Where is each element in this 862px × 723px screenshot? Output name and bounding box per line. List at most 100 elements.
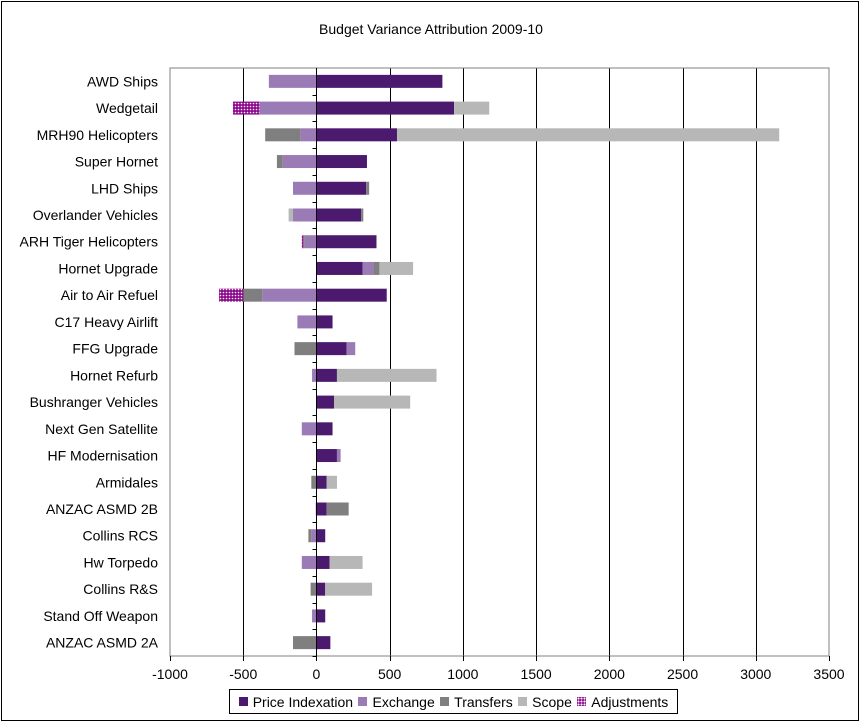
bar-2-15 (311, 475, 317, 489)
category-label-13: Next Gen Satellite (45, 421, 158, 437)
legend-label-3: Scope (532, 693, 572, 710)
category-label-20: Stand Off Weapon (43, 608, 158, 624)
legend-label-1: Exchange (372, 693, 435, 710)
bar-0-12 (316, 395, 335, 409)
legend-item-3: Scope (518, 694, 572, 710)
category-label-8: Air to Air Refuel (61, 287, 158, 303)
bar-1-1 (259, 101, 317, 115)
bar-1-6 (304, 235, 317, 249)
bar-1-2 (300, 128, 317, 142)
bar-2-19 (310, 582, 317, 596)
x-tick-label-1: -500 (229, 666, 257, 682)
category-label-0: AWD Ships (87, 73, 158, 89)
bar-2-8 (243, 288, 263, 302)
chart-title: Budget Variance Attribution 2009-10 (319, 21, 543, 37)
bar-3-11 (336, 368, 437, 382)
legend-item-0: Price Indexation (238, 693, 354, 710)
category-label-9: C17 Heavy Airlift (55, 314, 159, 330)
bar-3-18 (329, 555, 363, 569)
category-label-15: Armidales (96, 474, 158, 490)
x-tick-label-6: 2000 (594, 666, 625, 682)
bar-0-10 (316, 342, 347, 356)
bar-0-6 (316, 235, 377, 249)
category-label-5: Overlander Vehicles (33, 207, 158, 223)
bar-3-12 (334, 395, 411, 409)
x-tick-label-8: 3000 (740, 666, 771, 682)
legend-label-4: Adjustments (591, 693, 669, 710)
category-label-11: Hornet Refurb (70, 367, 158, 383)
bar-0-7 (316, 261, 363, 275)
bar-1-8 (262, 288, 317, 302)
bar-1-4 (293, 181, 317, 195)
bar-1-5 (293, 208, 317, 222)
bar-0-5 (316, 208, 362, 222)
category-label-1: Wedgetail (96, 100, 158, 116)
category-label-10: FFG Upgrade (72, 341, 158, 357)
bar-2-3 (276, 155, 283, 169)
x-tick-label-9: 3500 (813, 666, 844, 682)
x-tick-label-2: 0 (313, 666, 321, 682)
category-label-3: Super Hornet (75, 154, 158, 170)
bars (219, 74, 780, 650)
bar-1-0 (268, 74, 317, 88)
bar-0-19 (316, 582, 326, 596)
category-label-21: ANZAC ASMD 2A (46, 635, 159, 651)
legend-label-0: Price Indexation (252, 693, 354, 710)
bar-2-5 (361, 208, 364, 222)
legend-swatch-3 (518, 697, 528, 706)
bar-2-16 (326, 502, 349, 516)
category-label-19: Collins R&S (83, 581, 158, 597)
bar-1-20 (312, 609, 317, 623)
bar-0-14 (316, 449, 337, 463)
bar-0-2 (316, 128, 397, 142)
bar-0-21 (316, 636, 331, 650)
bar-3-15 (326, 475, 337, 489)
bar-0-11 (316, 368, 337, 382)
bar-2-4 (366, 181, 370, 195)
bar-0-15 (316, 475, 327, 489)
bar-0-1 (316, 101, 455, 115)
bar-4-1 (232, 101, 260, 115)
x-tick-label-5: 1500 (521, 666, 552, 682)
bar-3-2 (396, 128, 780, 142)
legend-swatch-1 (358, 697, 368, 706)
bar-1-14 (336, 449, 341, 463)
bar-1-11 (312, 368, 317, 382)
legend-swatch-4 (577, 697, 587, 706)
bar-1-9 (297, 315, 317, 329)
category-label-16: ANZAC ASMD 2B (46, 501, 158, 517)
category-label-12: Bushranger Vehicles (30, 394, 158, 410)
bar-2-6 (303, 235, 305, 249)
bar-0-4 (316, 181, 367, 195)
legend-item-1: Exchange (358, 693, 435, 710)
legend-swatch-0 (238, 697, 248, 706)
legend-label-2: Transfers (454, 693, 513, 710)
bar-0-18 (316, 555, 330, 569)
bar-1-3 (282, 155, 317, 169)
bar-3-19 (325, 582, 373, 596)
bar-1-17 (311, 529, 317, 543)
category-label-2: MRH90 Helicopters (37, 127, 158, 143)
bar-1-18 (301, 555, 317, 569)
category-label-4: LHD Ships (91, 180, 158, 196)
legend-swatch-2 (440, 697, 450, 706)
bar-2-21 (293, 636, 317, 650)
bar-1-7 (362, 261, 374, 275)
category-label-14: HF Modernisation (48, 448, 159, 464)
legend-item-4: Adjustments (577, 694, 668, 710)
bar-0-17 (316, 529, 326, 543)
x-tick-label-4: 1000 (447, 666, 478, 682)
bar-3-1 (454, 101, 490, 115)
bar-2-10 (294, 342, 317, 356)
x-tick-label-3: 500 (378, 666, 402, 682)
category-label-17: Collins RCS (83, 528, 158, 544)
category-label-7: Hornet Upgrade (58, 260, 158, 276)
bar-3-7 (379, 261, 414, 275)
bar-0-9 (316, 315, 333, 329)
bar-0-8 (316, 288, 387, 302)
bar-4-8 (219, 288, 244, 302)
bar-3-5 (288, 208, 294, 222)
legend-item-2: Transfers (440, 694, 513, 710)
bar-2-7 (373, 261, 380, 275)
